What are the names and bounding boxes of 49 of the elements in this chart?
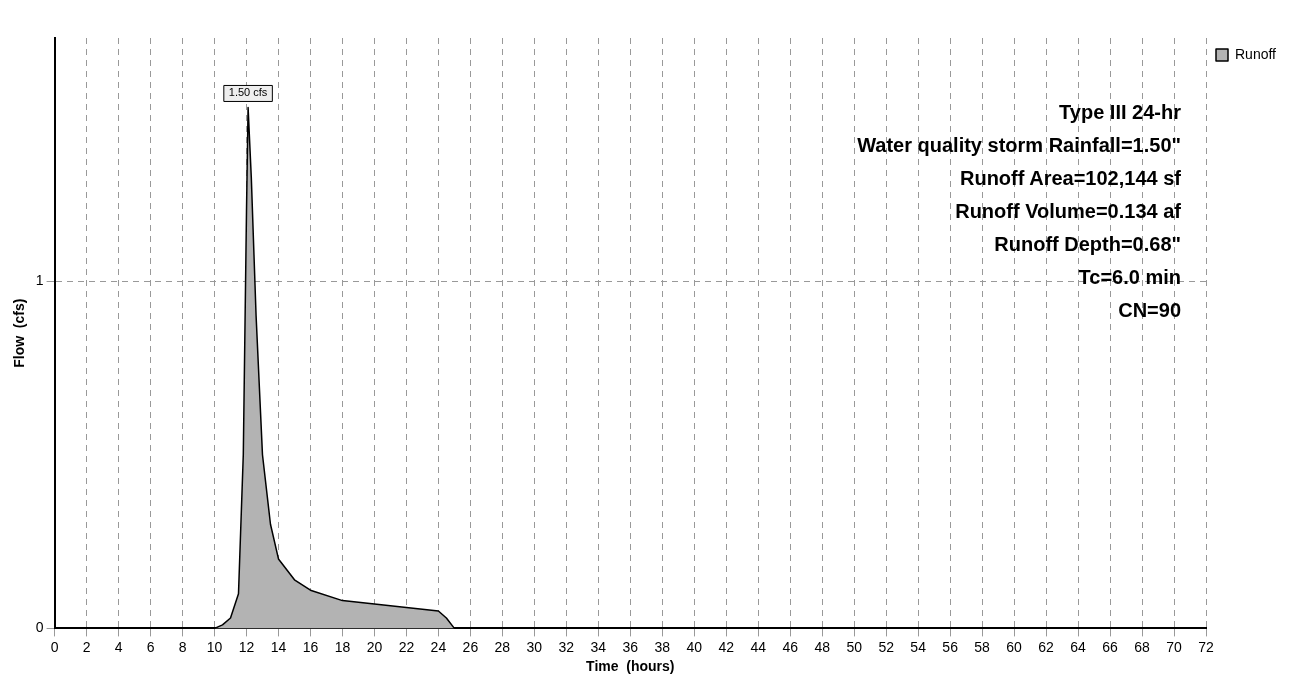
x-tick-label: 40 — [686, 638, 703, 655]
x-tick-label: 70 — [1166, 638, 1183, 655]
x-axis-title: Time (hours) — [586, 658, 675, 675]
x-tick-label: 18 — [334, 638, 351, 655]
annotation: Runoff Depth=0.68" — [994, 232, 1181, 255]
x-tick-label: 34 — [590, 638, 607, 655]
x-tick-label: 24 — [430, 638, 447, 655]
y-axis-title: Flow (cfs) — [11, 298, 28, 368]
x-tick-label: 0 — [50, 638, 59, 655]
x-tick-label: 58 — [974, 638, 991, 655]
legend-label: Runoff — [1235, 45, 1277, 62]
x-tick-label: 2 — [82, 638, 91, 655]
x-tick-label: 6 — [146, 638, 155, 655]
x-tick-label: 16 — [302, 638, 319, 655]
x-tick-label: 42 — [718, 638, 735, 655]
x-tick-label: 12 — [238, 638, 255, 655]
x-tick-label: 30 — [526, 638, 543, 655]
x-tick-label: 66 — [1102, 638, 1119, 655]
x-tick-label: 48 — [814, 638, 831, 655]
x-tick-label: 26 — [462, 638, 479, 655]
x-tick-label: 28 — [494, 638, 511, 655]
x-tick-label: 64 — [1070, 638, 1087, 655]
annotation: Water quality storm Rainfall=1.50" — [857, 133, 1181, 156]
x-tick-label: 22 — [398, 638, 415, 655]
x-tick-label: 68 — [1134, 638, 1151, 655]
x-tick-label: 72 — [1198, 638, 1214, 655]
x-tick-label: 52 — [878, 638, 895, 655]
x-tick-label: 36 — [622, 638, 639, 655]
x-tick-label: 60 — [1006, 638, 1023, 655]
x-tick-label: 10 — [206, 638, 223, 655]
annotation: Runoff Area=102,144 sf — [959, 166, 1182, 189]
x-tick-label: 56 — [942, 638, 959, 655]
x-tick-label: 62 — [1038, 638, 1055, 655]
x-tick-label: 8 — [178, 638, 187, 655]
x-tick-label: 46 — [782, 638, 799, 655]
y-tick-label: 1 — [35, 271, 44, 288]
annotation: Runoff Volume=0.134 af — [955, 199, 1182, 222]
annotation: Tc=6.0 min — [1078, 265, 1181, 288]
x-tick-label: 50 — [846, 638, 863, 655]
annotation: CN=90 — [1118, 298, 1181, 321]
x-tick-label: 14 — [270, 638, 287, 655]
annotation: 1.50 cfs — [228, 86, 268, 99]
x-tick-label: 38 — [654, 638, 671, 655]
x-tick-label: 32 — [558, 638, 575, 655]
x-tick-label: 20 — [366, 638, 383, 655]
annotation: Type III 24-hr — [1059, 100, 1182, 123]
x-tick-label: 54 — [910, 638, 927, 655]
x-tick-label: 44 — [750, 638, 767, 655]
x-tick-label: 4 — [114, 638, 123, 655]
